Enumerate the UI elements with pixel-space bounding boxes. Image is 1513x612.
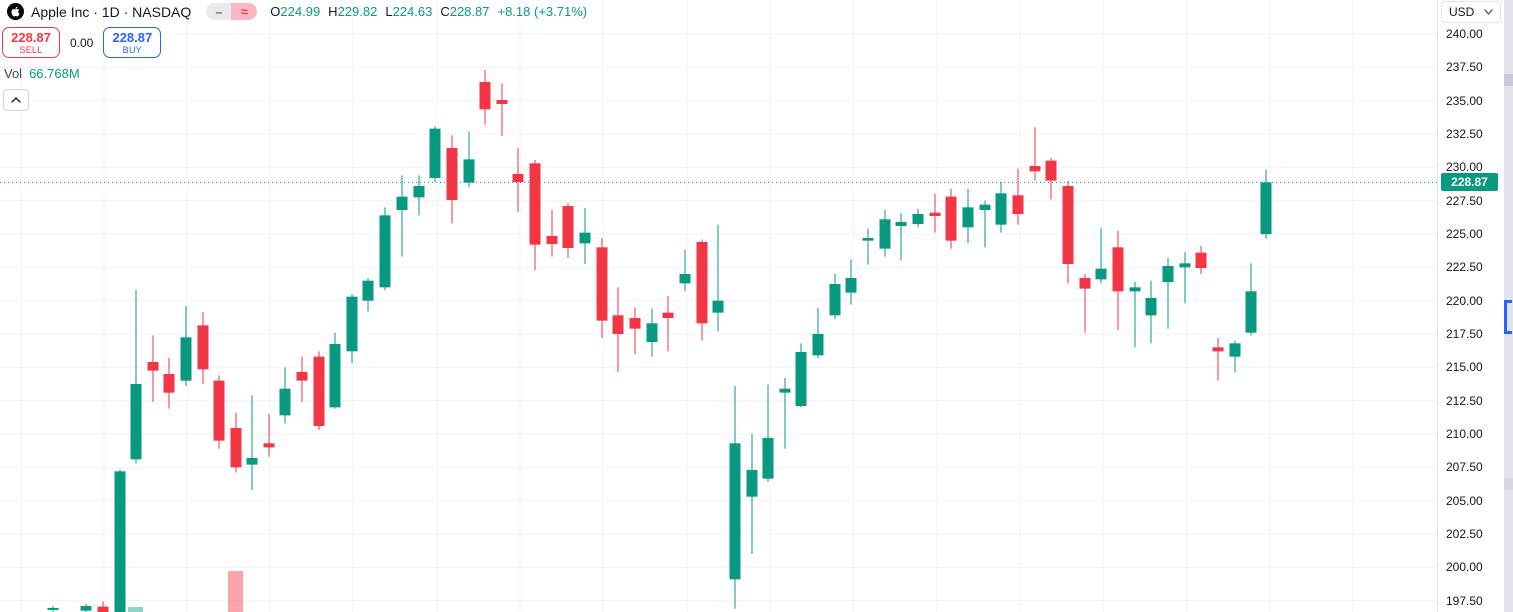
- spread-value: 0.00: [70, 35, 94, 50]
- low-label: L: [385, 4, 393, 19]
- buy-button[interactable]: 228.87 BUY: [103, 27, 162, 58]
- market-status-pill[interactable]: – ≈: [206, 3, 258, 20]
- ohlc-legend: O224.99 H229.82 L224.63 C228.87 +8.18 (+…: [270, 4, 595, 19]
- axis-tick-label: 232.50: [1446, 126, 1483, 141]
- close-label: C: [440, 4, 450, 19]
- volume-value: 66.768M: [29, 66, 80, 81]
- axis-tick-label: 205.00: [1446, 493, 1483, 508]
- apple-logo-icon: [7, 3, 24, 20]
- axis-tick-label: 240.00: [1446, 27, 1483, 41]
- low-value: 224.63: [392, 4, 433, 19]
- axis-tick-label: 227.50: [1446, 193, 1483, 208]
- high-value: 229.82: [337, 4, 378, 19]
- axis-tick-label: 235.00: [1446, 93, 1483, 108]
- axis-tick-label: 225.00: [1446, 226, 1483, 241]
- strip-mark: [1504, 478, 1513, 490]
- axis-tick-label: 202.50: [1446, 526, 1483, 541]
- open-label: O: [270, 4, 281, 19]
- axis-tick-label: 222.50: [1446, 260, 1483, 275]
- axis-tick-label: 200.00: [1446, 560, 1483, 575]
- open-value: 224.99: [280, 4, 321, 19]
- trade-buttons-row: 228.87 SELL 0.00 228.87 BUY: [2, 27, 162, 58]
- collapse-legend-button[interactable]: [3, 89, 29, 111]
- right-panel-strip[interactable]: [1504, 0, 1513, 612]
- axis-tick-label: 237.50: [1446, 60, 1483, 75]
- high-label: H: [328, 4, 338, 19]
- candlestick-chart[interactable]: [0, 0, 1437, 612]
- current-price-tag: 228.87: [1441, 173, 1498, 192]
- volume-label: Vol: [4, 66, 23, 81]
- sell-button[interactable]: 228.87 SELL: [2, 27, 60, 58]
- axis-tick-label: 210.00: [1446, 426, 1483, 441]
- sell-price: 228.87: [11, 29, 51, 45]
- approx-delayed-icon: ≈: [231, 3, 258, 20]
- currency-dropdown[interactable]: USD: [1441, 1, 1501, 23]
- strip-mark: [1504, 74, 1513, 86]
- change-value: +8.18 (+3.71%): [497, 4, 588, 19]
- chevron-down-icon: [1484, 9, 1493, 15]
- dash-icon: –: [206, 3, 232, 20]
- close-value: 228.87: [449, 4, 490, 19]
- volume-row: Vol 66.768M: [4, 66, 80, 81]
- axis-tick-label: 217.50: [1446, 326, 1483, 341]
- symbol-legend-row: Apple Inc · 1D · NASDAQ – ≈ O224.99 H229…: [7, 3, 595, 20]
- panel-resize-handle[interactable]: [1504, 300, 1512, 334]
- sell-label: SELL: [19, 44, 43, 55]
- currency-value: USD: [1449, 5, 1475, 19]
- symbol-title[interactable]: Apple Inc · 1D · NASDAQ: [31, 3, 192, 20]
- axis-tick-label: 212.50: [1446, 393, 1483, 408]
- price-axis[interactable]: USD 240.00 237.50 235.00 232.50 230.00 227.50…: [1437, 0, 1504, 612]
- axis-tick-label: 197.50: [1446, 593, 1483, 608]
- buy-label: BUY: [122, 44, 143, 55]
- axis-tick-label: 220.00: [1446, 293, 1483, 308]
- axis-tick-label: 207.50: [1446, 460, 1483, 475]
- chevron-up-icon: [11, 97, 21, 103]
- axis-tick-label: 230.00: [1446, 160, 1483, 175]
- axis-tick-label: 215.00: [1446, 360, 1483, 375]
- buy-price: 228.87: [112, 29, 153, 45]
